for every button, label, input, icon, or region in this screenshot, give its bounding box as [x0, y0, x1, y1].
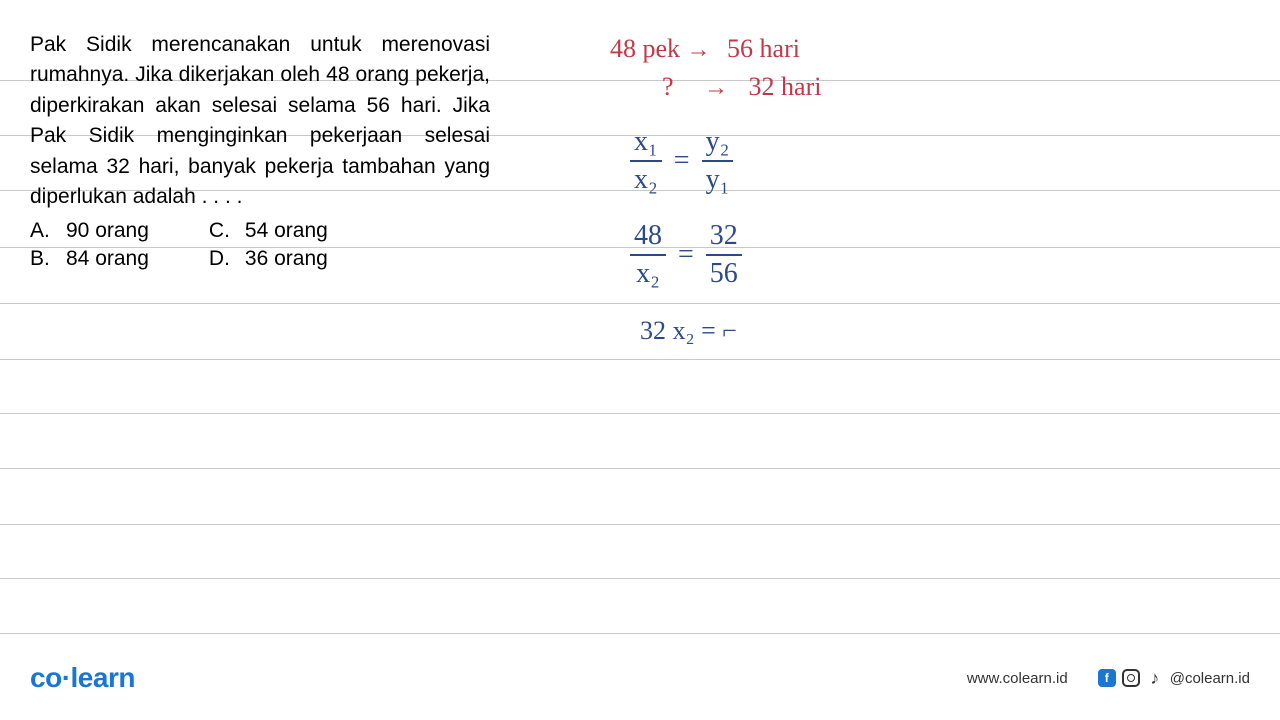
arrow-icon: →: [687, 37, 711, 64]
hand-line2: ? → 32 hari: [662, 72, 821, 102]
question-block: Pak Sidik merencanakan untuk merenovasi …: [30, 30, 490, 271]
arrow-icon: →: [704, 75, 728, 102]
handwritten-work: 48 pek → 56 hari ? → 32 hari x₁ x₂ = y₂ …: [490, 30, 1250, 271]
choice-d: D.36 orang: [209, 247, 328, 271]
choice-a: A.90 orang: [30, 219, 149, 243]
hand-line1: 48 pek → 56 hari: [610, 34, 800, 64]
hand-substitution: 48 x₂ = 32 56: [630, 220, 742, 290]
question-body: Pak Sidik merencanakan untuk merenovasi …: [30, 30, 490, 213]
social-handle: @colearn.id: [1170, 670, 1250, 687]
hand-partial: 32 x₂ = ⌐: [640, 316, 737, 346]
choice-b: B.84 orang: [30, 247, 149, 271]
instagram-icon: [1122, 669, 1140, 687]
choice-c: C.54 orang: [209, 219, 328, 243]
footer-bar: co·learn www.colearn.id f ♪ @colearn.id: [30, 662, 1250, 694]
brand-logo: co·learn: [30, 662, 135, 694]
facebook-icon: f: [1098, 669, 1116, 687]
answer-choices: A.90 orang B.84 orang C.54 orang D.36 or…: [30, 219, 490, 271]
footer-url: www.colearn.id: [967, 670, 1068, 687]
hand-formula: x₁ x₂ = y₂ y₁: [630, 126, 733, 196]
social-icons: f ♪ @colearn.id: [1098, 669, 1250, 687]
tiktok-icon: ♪: [1146, 669, 1164, 687]
